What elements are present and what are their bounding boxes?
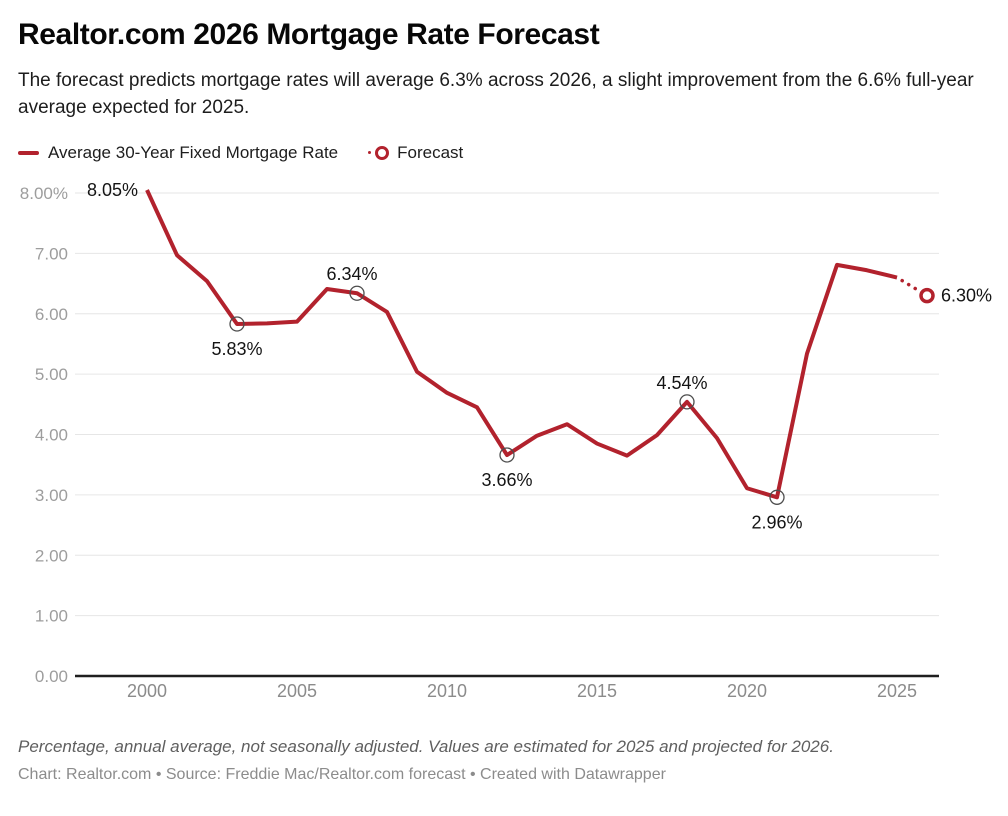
legend-label-forecast: Forecast bbox=[397, 142, 464, 162]
point-marker bbox=[229, 316, 245, 332]
forecast-marker bbox=[919, 287, 935, 304]
attribution: Chart: Realtor.com • Source: Freddie Mac… bbox=[18, 765, 666, 783]
point-marker bbox=[349, 285, 365, 301]
point-marker bbox=[679, 394, 695, 410]
point-label: 8.05% bbox=[87, 180, 138, 200]
point-label: 5.83% bbox=[211, 339, 262, 359]
x-tick-label: 2000 bbox=[127, 681, 167, 701]
chart-subtitle: The forecast predicts mortgage rates wil… bbox=[18, 70, 974, 118]
point-label: 4.54% bbox=[656, 373, 707, 393]
y-tick-label: 4.00 bbox=[35, 425, 68, 444]
point-label: 6.34% bbox=[326, 264, 377, 284]
y-tick-label: 8.00% bbox=[20, 184, 68, 203]
y-tick-label: 0.00 bbox=[35, 667, 68, 686]
y-tick-label: 2.00 bbox=[35, 546, 68, 565]
legend: Average 30-Year Fixed Mortgage Rate Fore… bbox=[18, 143, 990, 163]
point-marker bbox=[499, 447, 515, 463]
forecast-dotted-line bbox=[900, 278, 919, 292]
y-tick-label: 1.00 bbox=[35, 607, 68, 626]
y-tick-label: 6.00 bbox=[35, 305, 68, 324]
legend-label-rate: Average 30-Year Fixed Mortgage Rate bbox=[48, 142, 339, 162]
legend-item-rate: Average 30-Year Fixed Mortgage Rate bbox=[18, 143, 338, 163]
line-swatch-icon bbox=[18, 150, 39, 155]
footnote: Percentage, annual average, not seasonal… bbox=[18, 736, 834, 756]
y-tick-label: 7.00 bbox=[35, 244, 68, 263]
y-tick-label: 3.00 bbox=[35, 486, 68, 505]
point-label: 2.96% bbox=[751, 512, 802, 532]
chart-svg: 8.00% 7.00 6.00 5.00 4.00 3.00 2.00 1.00 0.00 200… bbox=[20, 180, 992, 701]
x-tick-label: 2020 bbox=[727, 681, 767, 701]
y-tick-label: 5.00 bbox=[35, 365, 68, 384]
x-tick-label: 2005 bbox=[277, 681, 317, 701]
forecast-ring-icon bbox=[375, 145, 390, 160]
forecast-dot-icon bbox=[368, 151, 372, 155]
x-tick-label: 2015 bbox=[577, 681, 617, 701]
point-label: 3.66% bbox=[481, 470, 532, 490]
rate-line bbox=[145, 189, 898, 500]
x-tick-label: 2025 bbox=[877, 681, 917, 701]
forecast-swatch-icon bbox=[368, 145, 390, 160]
legend-item-forecast: Forecast bbox=[368, 143, 463, 163]
point-marker bbox=[769, 489, 785, 505]
point-label: 6.30% bbox=[941, 286, 992, 306]
chart-title: Realtor.com 2026 Mortgage Rate Forecast bbox=[18, 18, 600, 51]
x-tick-label: 2010 bbox=[427, 681, 467, 701]
